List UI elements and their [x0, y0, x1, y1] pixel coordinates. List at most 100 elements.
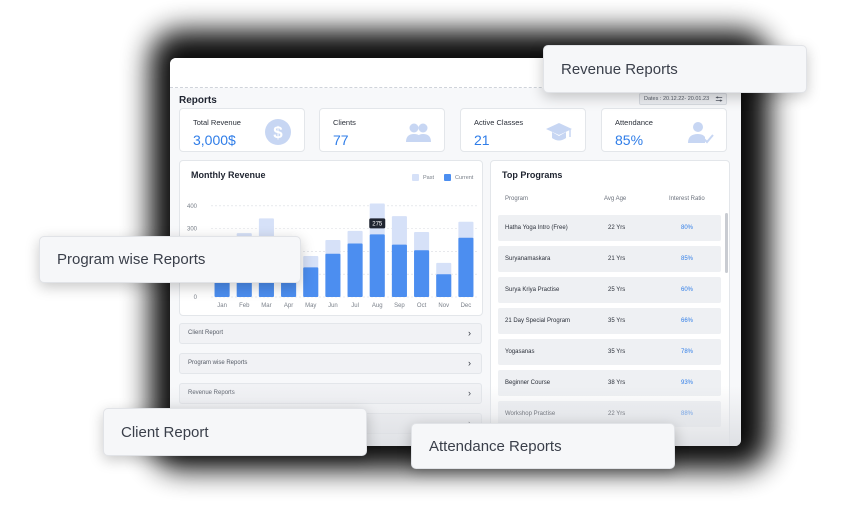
- bar-current: [391, 244, 407, 297]
- avg-age: 38 Yrs: [608, 380, 626, 386]
- avg-age: 25 Yrs: [608, 287, 626, 293]
- avg-age: 21 Yrs: [608, 256, 626, 262]
- x-tick-label: Dec: [461, 303, 472, 309]
- column-header-interest-ratio: Interest Ratio: [669, 196, 705, 202]
- bar-current: [303, 267, 319, 297]
- x-tick-label: Oct: [417, 303, 427, 309]
- kpi-value: 3,000$: [193, 132, 236, 148]
- interest-ratio: 66%: [681, 318, 694, 324]
- interest-ratio: 80%: [681, 225, 694, 231]
- legend-current: Current: [444, 174, 473, 181]
- callout-text: Client Report: [121, 423, 209, 441]
- avg-age: 22 Yrs: [608, 225, 626, 231]
- program-name: Suryanamaskara: [505, 256, 551, 262]
- program-name: Workshop Practise: [505, 411, 556, 417]
- page-title: Reports: [179, 95, 217, 106]
- y-tick-label: 400: [187, 204, 198, 210]
- callout-text: Attendance Reports: [429, 437, 562, 455]
- kpi-label: Attendance: [615, 118, 653, 127]
- user-check-icon: [688, 122, 714, 144]
- legend-swatch-current: [444, 174, 451, 181]
- program-name: Beginner Course: [505, 380, 551, 386]
- bar-current: [325, 253, 341, 297]
- legend-label-current: Current: [455, 174, 474, 181]
- legend-label-past: Past: [423, 174, 435, 181]
- interest-ratio: 60%: [681, 287, 694, 293]
- x-tick-label: Aug: [372, 303, 383, 309]
- bar-current: [369, 234, 385, 297]
- callout-program-wise-reports: Program wise Reports: [39, 236, 301, 283]
- x-tick-label: Jun: [328, 303, 338, 309]
- table-row[interactable]: 21 Day Special Program 35 Yrs 66%: [498, 308, 721, 334]
- graduation-cap-icon: [546, 123, 572, 141]
- kpi-value: 77: [333, 132, 349, 148]
- callout-client-report: Client Report: [103, 408, 367, 456]
- x-tick-label: Nov: [438, 303, 449, 309]
- tooltip-value: 275: [372, 221, 383, 227]
- table-row[interactable]: Suryanamaskara 21 Yrs 85%: [498, 246, 721, 272]
- chart-title: Monthly Revenue: [191, 170, 266, 180]
- interest-ratio: 88%: [681, 411, 694, 417]
- kpi-label: Total Revenue: [193, 118, 241, 127]
- x-tick-label: Jan: [217, 303, 227, 309]
- interest-ratio: 78%: [681, 349, 694, 355]
- accordion-revenue-reports[interactable]: Revenue Reports ›: [179, 383, 482, 404]
- avg-age: 35 Yrs: [608, 318, 626, 324]
- kpi-clients[interactable]: Clients 77: [319, 108, 445, 152]
- kpi-value: 21: [474, 132, 490, 148]
- chevron-right-icon: ›: [468, 388, 471, 398]
- dollar-icon: $: [265, 119, 291, 145]
- table-row[interactable]: Hatha Yoga Intro (Free) 22 Yrs 80%: [498, 215, 721, 241]
- table-row[interactable]: Beginner Course 38 Yrs 93%: [498, 370, 721, 396]
- x-tick-label: Sep: [394, 303, 405, 309]
- tooltip-box: [369, 218, 386, 229]
- top-programs-title: Top Programs: [502, 170, 563, 180]
- bar-current: [347, 243, 363, 297]
- program-name: Yogasanas: [505, 349, 535, 355]
- avg-age: 35 Yrs: [608, 349, 626, 355]
- y-tick-label: 0: [194, 295, 198, 301]
- callout-revenue-reports: Revenue Reports: [543, 45, 807, 93]
- interest-ratio: 93%: [681, 380, 694, 386]
- chevron-right-icon: ›: [468, 328, 471, 338]
- callout-text: Program wise Reports: [57, 251, 206, 268]
- program-name: Hatha Yoga Intro (Free): [505, 225, 568, 231]
- callout-text: Revenue Reports: [561, 60, 678, 78]
- x-tick-label: Feb: [239, 303, 250, 309]
- program-name: 21 Day Special Program: [505, 318, 571, 324]
- accordion-label: Revenue Reports: [188, 390, 235, 396]
- kpi-total-revenue[interactable]: Total Revenue 3,000$ $: [179, 108, 305, 152]
- accordion-client-report[interactable]: Client Report ›: [179, 323, 482, 344]
- table-scrollbar[interactable]: [725, 213, 728, 273]
- callout-attendance-reports: Attendance Reports: [411, 423, 675, 469]
- column-header-program: Program: [505, 196, 529, 202]
- table-row[interactable]: Surya Kriya Practise 25 Yrs 60%: [498, 277, 721, 303]
- bar-current: [458, 237, 474, 297]
- chevron-right-icon: ›: [468, 358, 471, 368]
- x-tick-label: Mar: [261, 303, 271, 309]
- accordion-program-wise-reports[interactable]: Program wise Reports ›: [179, 353, 482, 374]
- program-name: Surya Kriya Practise: [505, 287, 560, 293]
- kpi-active-classes[interactable]: Active Classes 21: [460, 108, 586, 152]
- table-row[interactable]: Yogasanas 35 Yrs 78%: [498, 339, 721, 365]
- kpi-value: 85%: [615, 132, 644, 148]
- accordion-label: Client Report: [188, 330, 224, 336]
- avg-age: 22 Yrs: [608, 411, 626, 417]
- x-tick-label: Apr: [284, 303, 293, 309]
- kpi-label: Clients: [333, 118, 356, 127]
- legend-swatch-past: [412, 174, 419, 181]
- top-programs-panel: Top Programs Program Avg Age Interest Ra…: [490, 160, 730, 446]
- kpi-label: Active Classes: [474, 118, 524, 127]
- date-range-filter[interactable]: Dates : 20.12.22- 20.01.23: [639, 93, 727, 105]
- bar-current: [414, 250, 430, 297]
- x-tick-label: May: [305, 303, 316, 309]
- users-icon: [406, 123, 431, 142]
- svg-text:$: $: [273, 123, 283, 142]
- x-tick-label: Jul: [351, 303, 359, 309]
- accordion-label: Program wise Reports: [188, 360, 248, 366]
- date-range-text: Dates : 20.12.22- 20.01.23: [644, 96, 710, 102]
- bar-current: [436, 274, 452, 297]
- interest-ratio: 85%: [681, 256, 694, 262]
- y-tick-label: 300: [187, 227, 198, 233]
- kpi-attendance[interactable]: Attendance 85%: [601, 108, 727, 152]
